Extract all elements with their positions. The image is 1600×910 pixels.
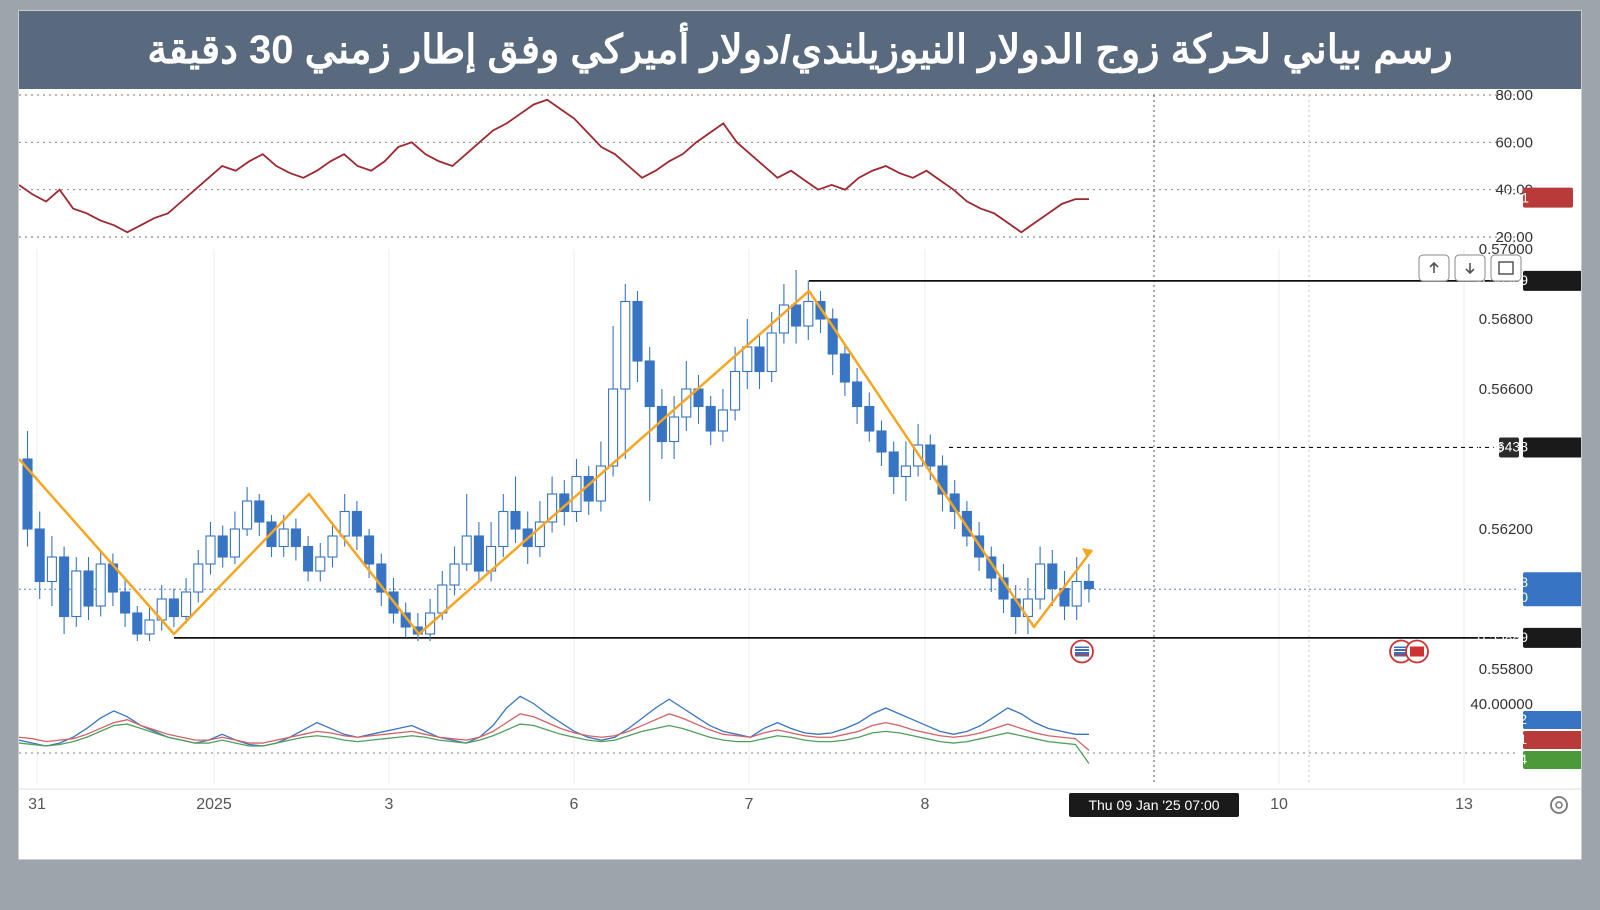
svg-text:0.56200: 0.56200 [1479,521,1533,538]
x-tick: 31 [28,796,46,813]
svg-text:Thu 09 Jan '25 07:00: Thu 09 Jan '25 07:00 [1088,797,1219,813]
svg-text:0.56433: 0.56433 [1477,438,1528,454]
svg-text:22.91171: 22.91171 [1470,731,1528,747]
svg-text:0.56800: 0.56800 [1479,311,1533,328]
x-tick: 8 [921,796,930,813]
x-tick: 3 [385,796,394,813]
trading-chart[interactable]: 80.0060.0040.0020.0036.210.570000.568000… [19,89,1581,859]
full-button[interactable] [1491,255,1521,281]
chart-title: رسم بياني لحركة زوج الدولار النيوزيلندي/… [19,11,1581,89]
event-marker[interactable] [1071,641,1093,663]
svg-text:36.21: 36.21 [1494,190,1529,206]
x-tick: 13 [1455,796,1473,813]
svg-text:0.56600: 0.56600 [1479,381,1533,398]
svg-text:60.00: 60.00 [1495,134,1533,151]
x-tick: 6 [570,796,579,813]
svg-text:34.33942: 34.33942 [1469,711,1528,727]
svg-text:80.00: 80.00 [1495,89,1533,104]
svg-text:0.55800: 0.55800 [1479,661,1533,678]
x-tick: 7 [745,796,754,813]
event-marker[interactable] [1390,641,1428,663]
svg-text:05:10: 05:10 [1493,589,1528,605]
svg-text:0.56028: 0.56028 [1477,574,1528,590]
svg-text:0.55889: 0.55889 [1477,629,1528,645]
x-tick: 2025 [196,796,232,813]
gear-icon[interactable] [1551,797,1567,813]
x-tick: 10 [1270,796,1288,813]
svg-text:13.53824: 13.53824 [1469,751,1528,767]
